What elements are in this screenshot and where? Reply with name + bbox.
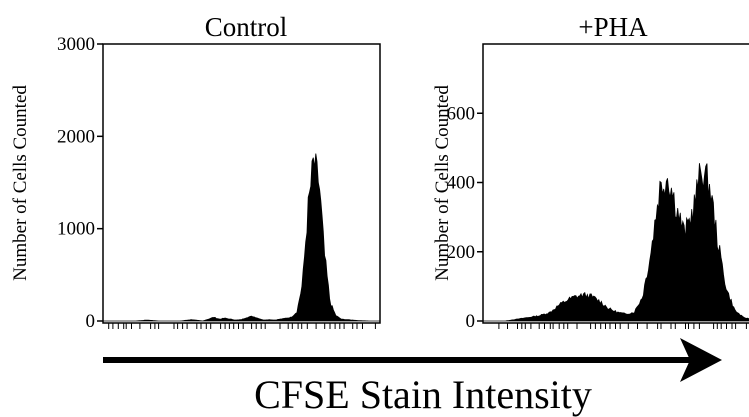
histogram-control: [103, 153, 380, 322]
y-axis-label-pha: Number of Cells Counted: [432, 85, 453, 281]
panel-title-pha: +PHA: [578, 12, 648, 42]
y-tick-label: 600: [447, 103, 476, 124]
x-ticks-pha: [498, 323, 747, 329]
x-axis-label: CFSE Stain Intensity: [254, 372, 592, 417]
histogram-pha: [483, 163, 749, 322]
y-tick-label: 2000: [57, 126, 95, 147]
y-ticks-pha: 0 200 400 600: [447, 103, 483, 332]
y-tick-label: 400: [447, 173, 476, 194]
y-ticks-control: 0 1000 2000 3000: [57, 34, 103, 332]
y-tick-label: 0: [86, 311, 96, 332]
panel-pha: +PHA 0 200 400 600 Number of Cells Counted: [432, 12, 749, 332]
x-ticks-control: [108, 323, 376, 329]
plot-frame-pha: [482, 43, 749, 324]
y-tick-label: 0: [466, 311, 476, 332]
y-tick-label: 200: [447, 242, 476, 263]
panel-control: Control 0 1000 2000 3000 Number of Cells Co…: [10, 12, 381, 332]
y-axis-label-control: Number of Cells Counted: [10, 85, 31, 281]
plot-frame-control: [102, 43, 381, 324]
panel-title-control: Control: [205, 12, 288, 42]
y-tick-label: 1000: [57, 219, 95, 240]
right-arrow-icon: [103, 338, 722, 382]
y-tick-label: 3000: [57, 34, 95, 55]
